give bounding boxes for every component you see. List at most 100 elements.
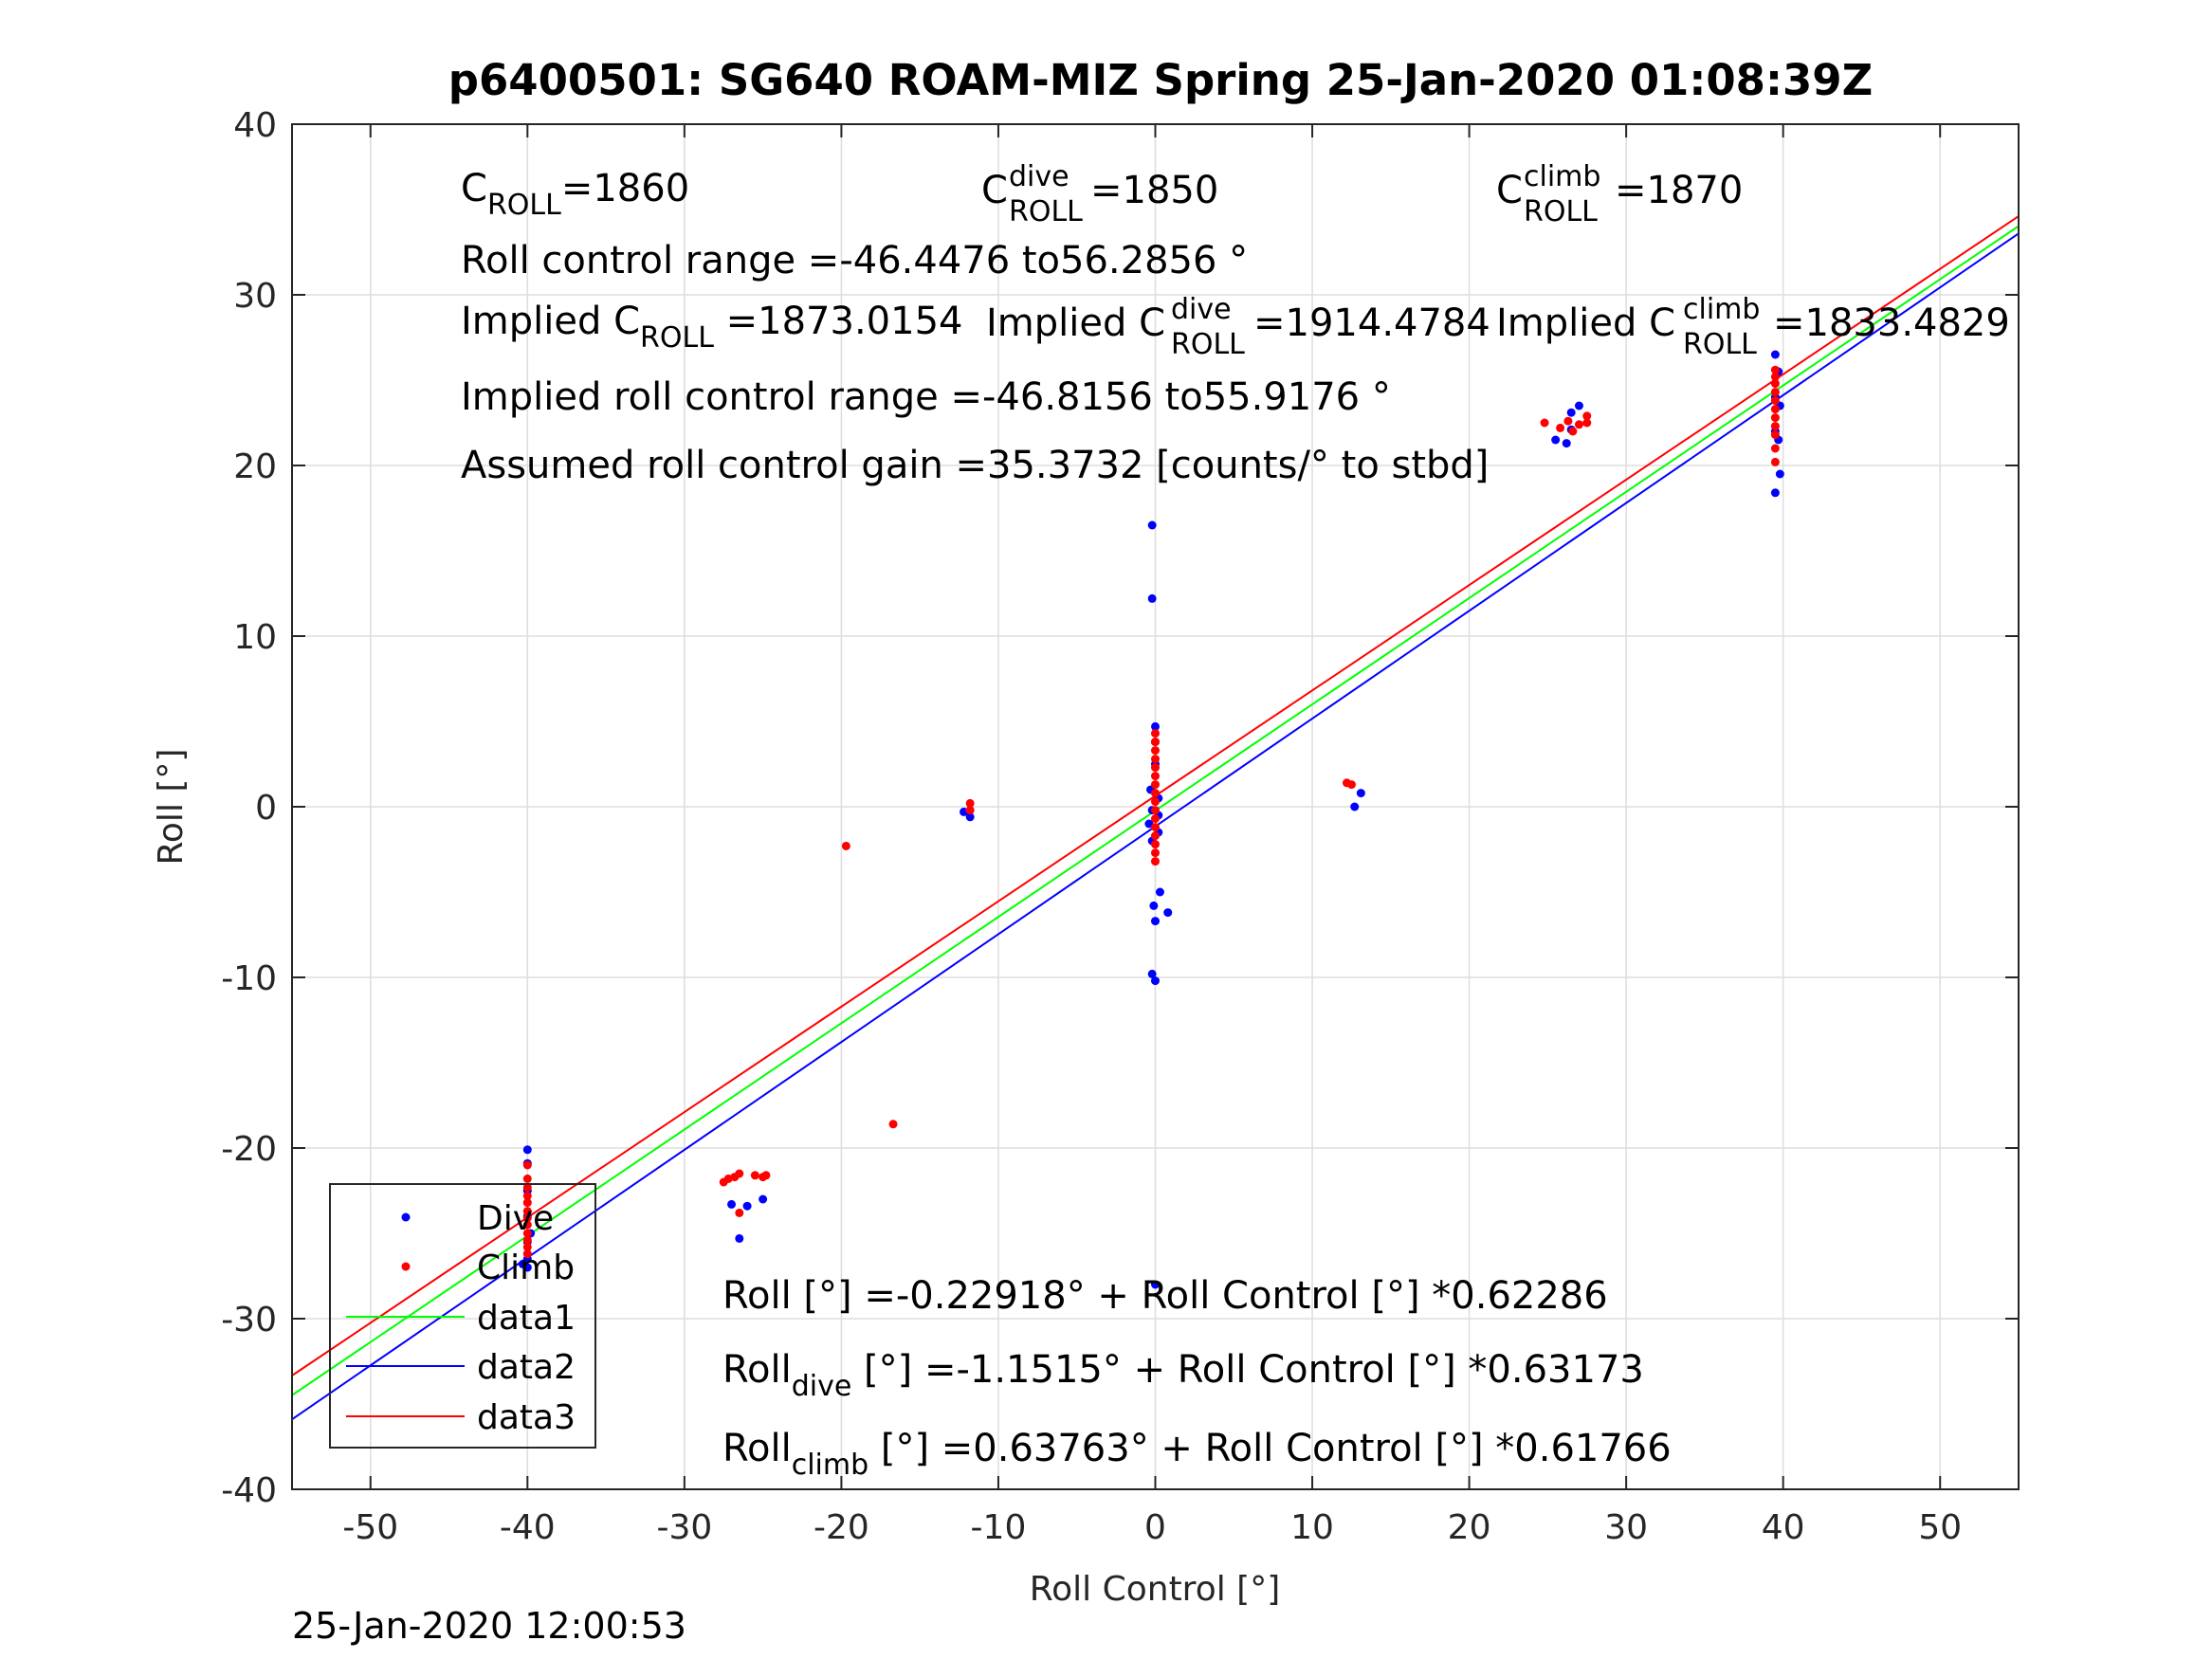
legend-marker-dive [401,1212,411,1222]
marker-climb [1151,840,1160,849]
svg-text:=1870: =1870 [1615,169,1743,212]
data-markers [518,350,1784,1289]
svg-text:Implied C: Implied C [1496,301,1675,345]
marker-dive [1566,408,1576,417]
legend-label-data3: data3 [477,1398,576,1437]
marker-climb [1770,405,1780,414]
marker-climb [522,1174,532,1183]
annotation-implied-c-roll: Implied CROLL =1873.0154 [461,300,962,355]
marker-climb [522,1213,532,1223]
marker-dive [1147,969,1157,978]
marker-climb [522,1198,532,1208]
svg-text:climb: climb [1524,160,1600,193]
marker-climb [1770,457,1780,466]
marker-climb [1770,422,1780,431]
marker-climb [1770,413,1780,423]
annotation-c-roll-dive: C dive ROLL =1850 [981,160,1218,228]
marker-dive [1151,976,1160,986]
marker-dive [1775,469,1784,479]
marker-dive [1147,593,1157,603]
timestamp: 25-Jan-2020 12:00:53 [292,1605,686,1647]
x-tick-label: -40 [500,1508,556,1547]
annotation-implied-range: Implied roll control range =-46.8156 to5… [461,375,1391,419]
x-tick-label: 10 [1290,1508,1334,1547]
svg-text:=1850: =1850 [1090,169,1218,212]
annotation-c-roll-climb: C climb ROLL =1870 [1496,160,1743,228]
marker-climb [1151,780,1160,790]
marker-climb [522,1242,532,1251]
marker-climb [965,798,975,808]
marker-climb [1582,411,1592,421]
marker-climb [1151,797,1160,807]
marker-climb [1770,379,1780,389]
marker-climb [522,1220,532,1230]
marker-climb [1151,848,1160,858]
annotation-fit-all: Roll [°] =-0.22918° + Roll Control [°] *… [722,1274,1608,1318]
annotation-implied-c-roll-climb: Implied C climb ROLL =1833.4829 [1496,293,2010,361]
svg-text:C: C [981,169,1008,212]
marker-dive [1144,819,1154,829]
svg-text:dive: dive [1009,160,1069,193]
x-tick-label: 30 [1604,1508,1648,1547]
marker-climb [1151,806,1160,815]
marker-climb [1770,365,1780,374]
svg-text:=1833.4829: =1833.4829 [1773,301,2010,345]
marker-dive [1151,1280,1160,1289]
annotation-fit-dive: Rolldive [°] =-1.1515° + Roll Control [°… [722,1348,1644,1403]
x-tick-label: -30 [656,1508,712,1547]
marker-dive [727,1199,737,1209]
y-tick-label: 10 [233,618,277,657]
annotation-fit-climb: Rollclimb [°] =0.63763° + Roll Control [… [722,1427,1672,1482]
marker-dive [759,1194,768,1204]
marker-climb [1151,746,1160,756]
marker-dive [1551,435,1561,445]
svg-text:ROLL: ROLL [1683,328,1757,361]
marker-climb [1151,857,1160,866]
marker-climb [522,1207,532,1216]
y-tick-label: 40 [233,106,277,145]
svg-text:climb: climb [1683,293,1760,326]
marker-dive [1574,401,1583,410]
marker-climb [735,1208,744,1217]
tick-labels: -50 -40 -30 -20 -10 0 10 20 30 40 50 -40 -30 -20 -10 0 1… [221,106,1962,1547]
marker-dive [522,1145,532,1155]
marker-dive [1151,917,1160,926]
marker-dive [1350,802,1360,811]
marker-climb [1770,444,1780,453]
x-tick-label: 40 [1762,1508,1805,1547]
marker-climb [735,1169,744,1178]
marker-climb [1582,418,1592,428]
marker-climb [1556,423,1565,432]
marker-climb [1151,789,1160,798]
legend-marker-climb [401,1262,411,1271]
y-tick-label: -40 [221,1471,277,1510]
x-tick-label: 50 [1918,1508,1962,1547]
svg-text:ROLL: ROLL [1524,195,1598,228]
x-axis-label: Roll Control [°] [1030,1570,1281,1609]
annotation-implied-c-roll-dive: Implied C dive ROLL =1914.4784 [986,293,1490,361]
marker-climb [522,1229,532,1238]
marker-climb [1770,430,1780,440]
x-tick-label: 0 [1144,1508,1166,1547]
marker-dive [1155,887,1164,897]
marker-climb [522,1182,532,1192]
x-tick-label: 20 [1448,1508,1491,1547]
marker-climb [1151,823,1160,832]
marker-climb [750,1171,759,1180]
marker-climb [1151,729,1160,738]
svg-text:Implied C: Implied C [986,301,1165,345]
y-tick-label: -10 [221,959,277,998]
marker-climb [522,1249,532,1259]
x-tick-label: -50 [342,1508,398,1547]
axis-ticks [292,123,2019,1490]
marker-climb [1568,427,1578,436]
marker-dive [1770,488,1780,498]
marker-climb [1770,388,1780,397]
marker-dive [1163,908,1173,918]
legend-label-data1: data1 [477,1299,576,1338]
marker-climb [522,1191,532,1200]
y-tick-label: -30 [221,1301,277,1340]
marker-climb [965,806,975,815]
marker-climb [841,841,850,850]
